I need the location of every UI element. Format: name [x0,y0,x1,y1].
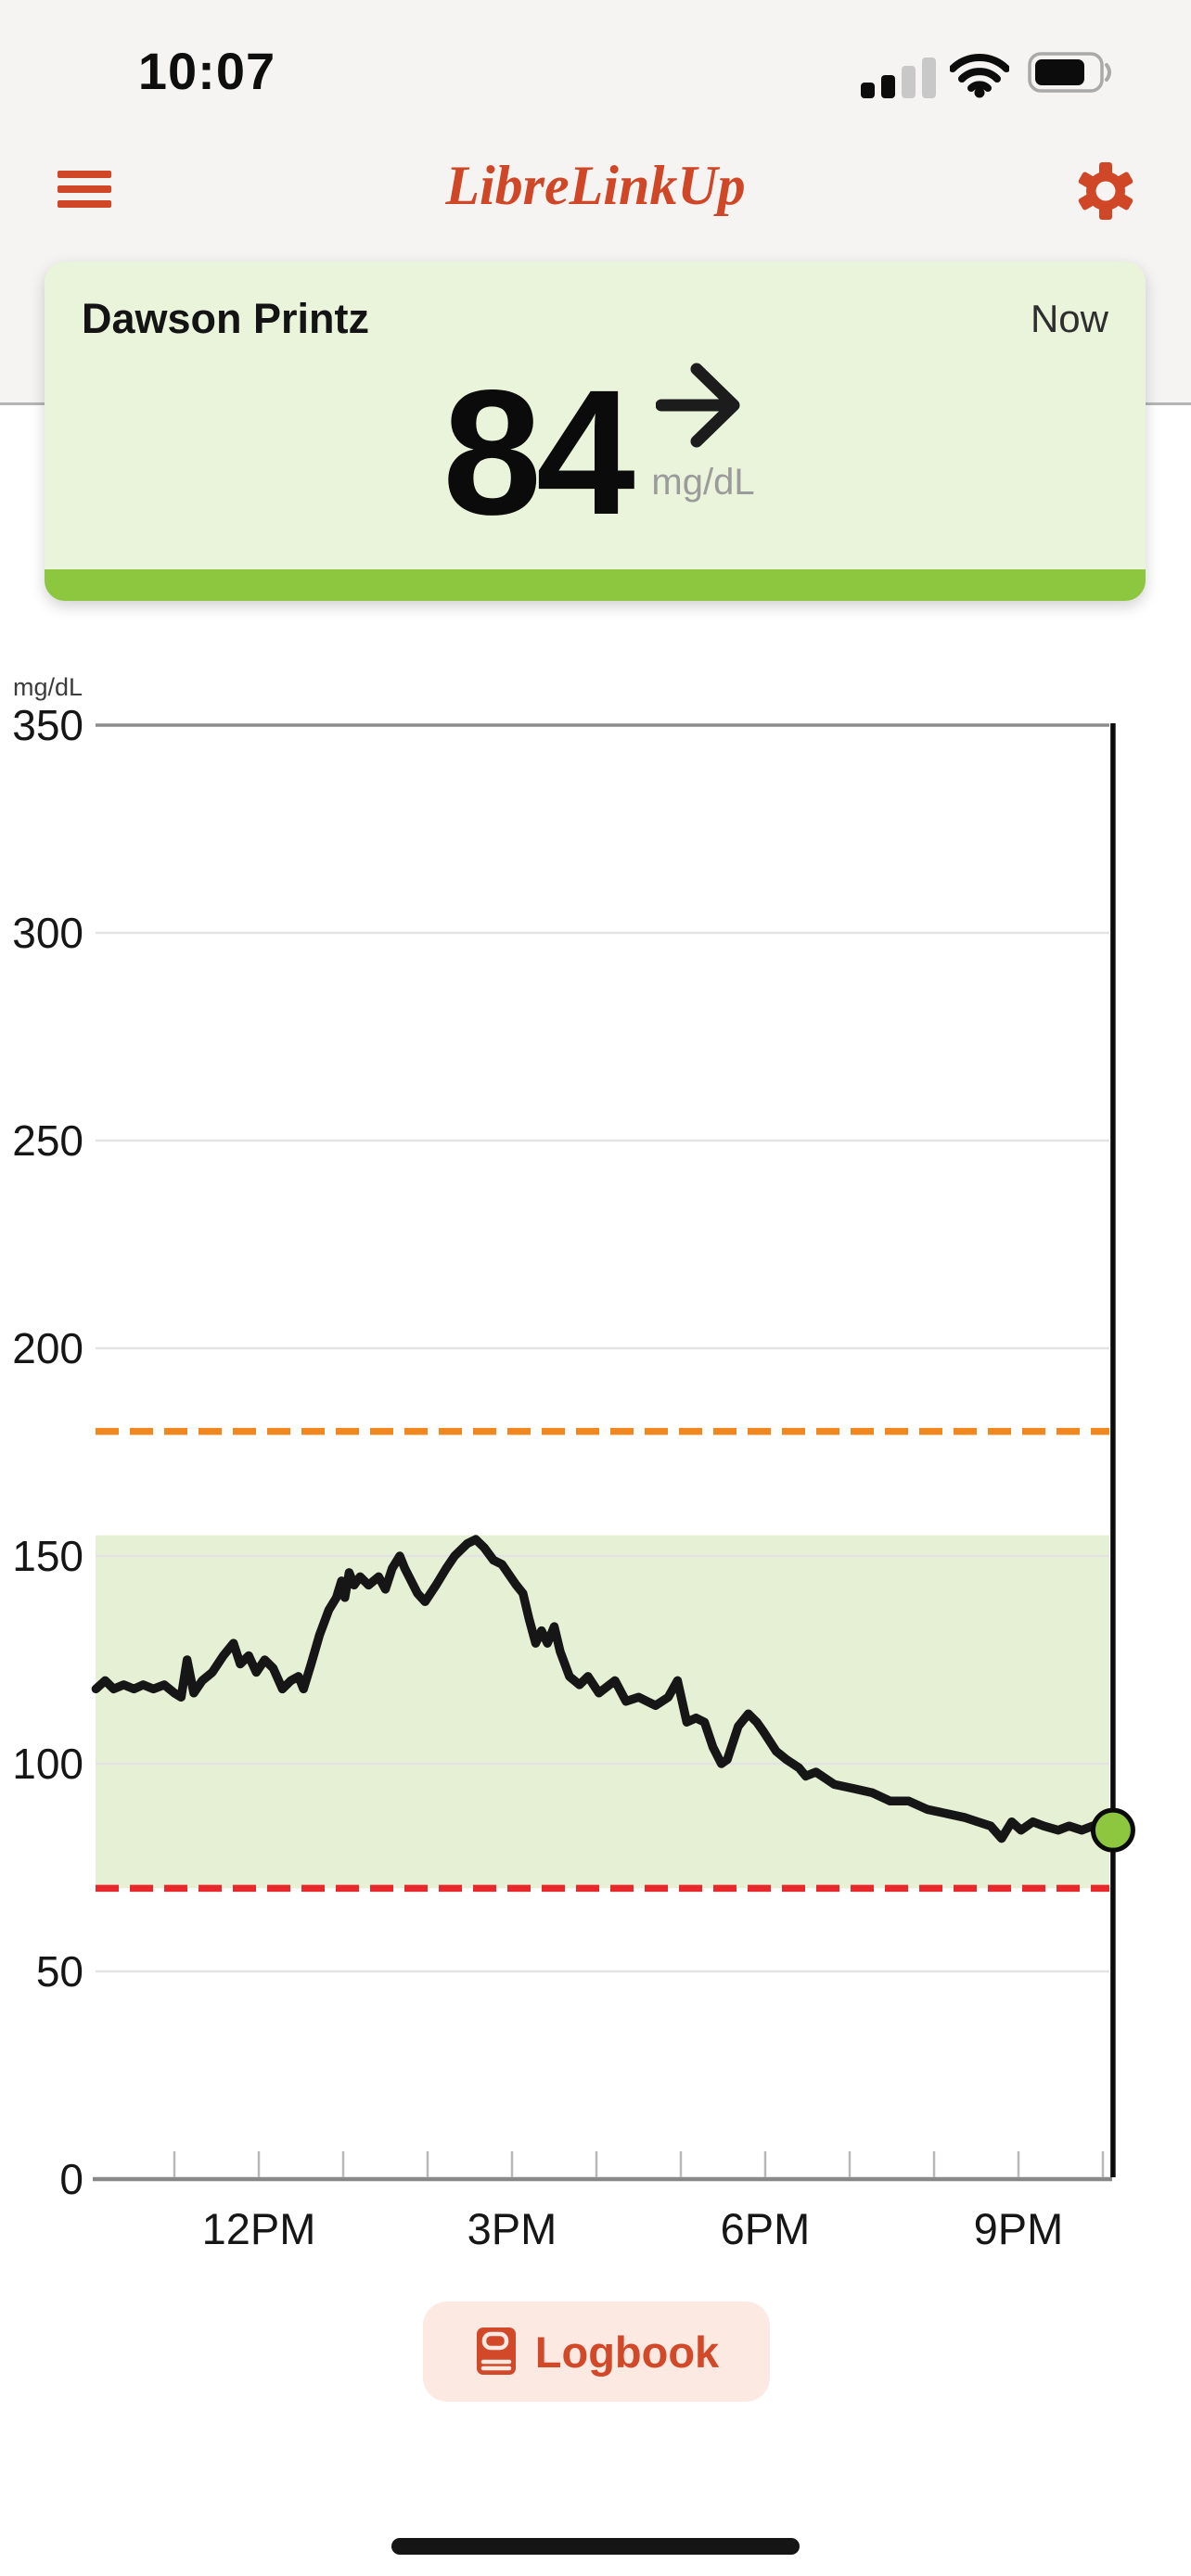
app-title: LibreLinkUp [445,155,746,216]
current-glucose-marker[interactable] [1090,1807,1135,1853]
glucose-unit-label: mg/dL [651,462,755,503]
wifi-icon [950,54,1009,98]
x-tick-label-9PM: 9PM [974,2204,1064,2253]
glucose-trace [91,1535,1116,1843]
gear-icon [1078,162,1133,220]
y-tick-label-50: 50 [36,1947,83,1996]
y-tick-label-250: 250 [12,1116,83,1165]
home-indicator-bar[interactable] [391,2538,800,2555]
glucose-value: 84 [442,352,635,552]
reading-timestamp: Now [1030,297,1108,340]
y-tick-label-150: 150 [12,1532,83,1580]
y-axis-unit-label: mg/dL [13,673,83,701]
x-tick-label-6PM: 6PM [721,2204,811,2253]
cellular-signal-icon [861,57,936,98]
settings-button[interactable] [1076,161,1135,221]
trend-arrow-steady-icon [656,363,740,448]
patient-name: Dawson Printz [82,295,370,342]
y-tick-label-100: 100 [12,1740,83,1788]
y-tick-label-200: 200 [12,1324,83,1372]
x-tick-label-12PM: 12PM [202,2204,316,2253]
logbook-button[interactable]: Logbook [423,2302,770,2402]
y-tick-label-0: 0 [59,2155,83,2203]
book-icon [476,2327,516,2375]
menu-button[interactable] [58,171,111,211]
x-tick-label-3PM: 3PM [467,2204,557,2253]
y-tick-label-350: 350 [12,701,83,749]
status-bar-clock: 10:07 [137,42,276,100]
battery-icon [1028,52,1111,93]
hamburger-menu-icon [58,171,111,178]
target-range-band [96,1535,1109,1889]
in-range-status-bar [45,569,1146,601]
logbook-button-label: Logbook [534,2327,720,2377]
y-tick-label-300: 300 [12,909,83,957]
patient-card[interactable]: Dawson Printz Now 84 mg/dL [45,261,1146,601]
